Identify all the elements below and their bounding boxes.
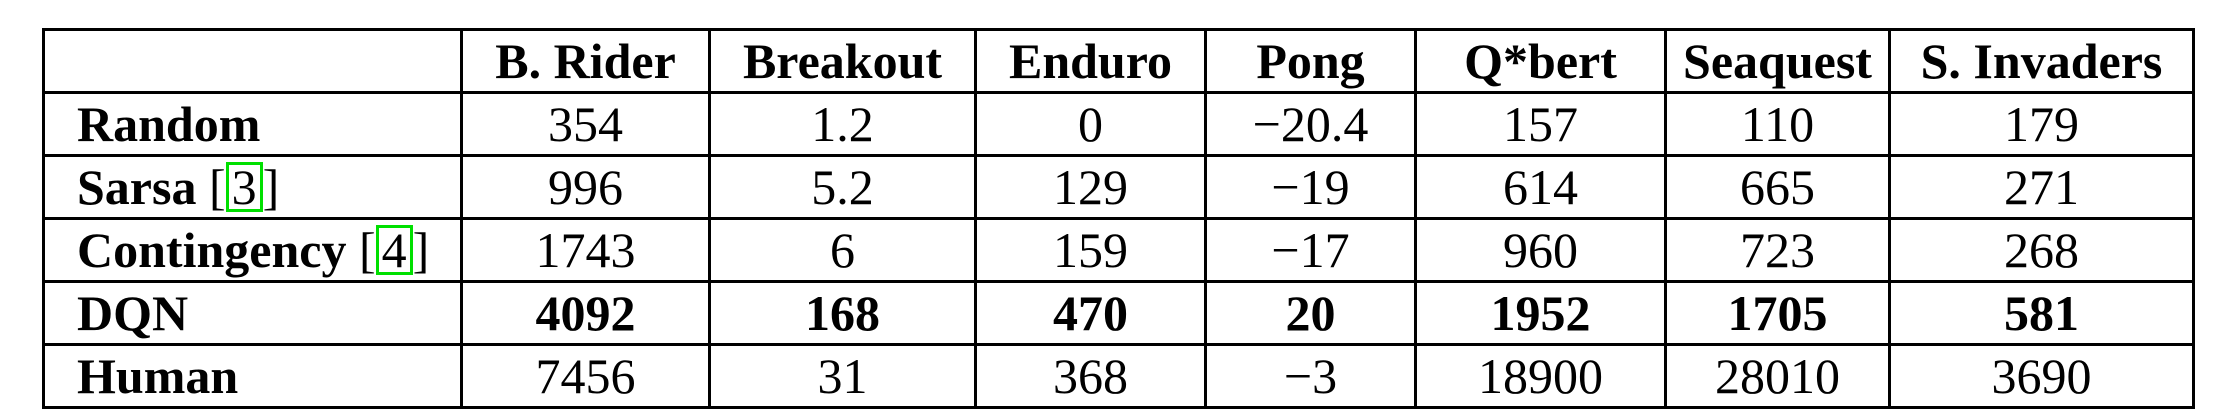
citation-link-3[interactable]: 3	[225, 162, 263, 212]
table-cell: 28010	[1664, 343, 1891, 409]
header-cell-pong: Pong	[1204, 28, 1417, 94]
table-cell: 6	[708, 217, 977, 283]
table-cell: 614	[1414, 154, 1667, 220]
table-cell: 581	[1888, 280, 2195, 346]
table-cell: −19	[1204, 154, 1417, 220]
table-cell: 1705	[1664, 280, 1891, 346]
table-cell: 960	[1414, 217, 1667, 283]
row-label-text: DQN	[77, 285, 189, 341]
table-cell: 665	[1664, 154, 1891, 220]
table-cell: 179	[1888, 91, 2195, 157]
table-cell: 271	[1888, 154, 2195, 220]
row-label-dqn: DQN	[42, 280, 463, 346]
table-cell: 354	[460, 91, 711, 157]
citation-bracket-close: ]	[412, 222, 430, 278]
table-cell: 368	[974, 343, 1207, 409]
table-cell: 0	[974, 91, 1207, 157]
row-label-contingency: Contingency [4]	[42, 217, 463, 283]
row-label-human: Human	[42, 343, 463, 409]
header-cell-enduro: Enduro	[974, 28, 1207, 94]
citation-bracket-open: [	[208, 159, 226, 215]
row-label-sarsa: Sarsa [3]	[42, 154, 463, 220]
table-row-sarsa: Sarsa [3] 996 5.2 129 −19 614 665 271	[42, 154, 2195, 220]
table-cell: 1743	[460, 217, 711, 283]
table-cell: 129	[974, 154, 1207, 220]
table-cell: 268	[1888, 217, 2195, 283]
table-cell: −17	[1204, 217, 1417, 283]
table-cell: 4092	[460, 280, 711, 346]
header-cell-qbert: Q*bert	[1414, 28, 1667, 94]
table-row-contingency: Contingency [4] 1743 6 159 −17 960 723 2…	[42, 217, 2195, 283]
citation-link-4[interactable]: 4	[375, 225, 413, 275]
header-cell-breakout: Breakout	[708, 28, 977, 94]
table-cell: 1.2	[708, 91, 977, 157]
table-cell: 31	[708, 343, 977, 409]
table-cell: 110	[1664, 91, 1891, 157]
table-cell: 5.2	[708, 154, 977, 220]
table-cell: −20.4	[1204, 91, 1417, 157]
table-cell: 18900	[1414, 343, 1667, 409]
citation-bracket-open: [	[358, 222, 376, 278]
row-label-random: Random	[42, 91, 463, 157]
row-label-text: Random	[77, 96, 261, 152]
row-label-text: Sarsa	[77, 159, 197, 215]
table-cell: 996	[460, 154, 711, 220]
table-cell: 157	[1414, 91, 1667, 157]
table-row-random: Random 354 1.2 0 −20.4 157 110 179	[42, 91, 2195, 157]
table-cell: 168	[708, 280, 977, 346]
table-row-dqn: DQN 4092 168 470 20 1952 1705 581	[42, 280, 2195, 346]
table-cell: 1952	[1414, 280, 1667, 346]
header-cell-b-rider: B. Rider	[460, 28, 711, 94]
row-label-text: Human	[77, 348, 239, 404]
row-label-text: Contingency	[77, 222, 347, 278]
header-cell-empty	[42, 28, 463, 94]
table-row-human: Human 7456 31 368 −3 18900 28010 3690	[42, 343, 2195, 409]
table-cell: 723	[1664, 217, 1891, 283]
table-cell: 7456	[460, 343, 711, 409]
citation-bracket-close: ]	[262, 159, 280, 215]
table-cell: −3	[1204, 343, 1417, 409]
header-row: B. Rider Breakout Enduro Pong Q*bert Sea…	[42, 28, 2195, 94]
table-cell: 470	[974, 280, 1207, 346]
header-cell-s-invaders: S. Invaders	[1888, 28, 2195, 94]
header-cell-seaquest: Seaquest	[1664, 28, 1891, 94]
results-table: B. Rider Breakout Enduro Pong Q*bert Sea…	[42, 28, 2195, 409]
table-cell: 20	[1204, 280, 1417, 346]
table-cell: 3690	[1888, 343, 2195, 409]
table-cell: 159	[974, 217, 1207, 283]
